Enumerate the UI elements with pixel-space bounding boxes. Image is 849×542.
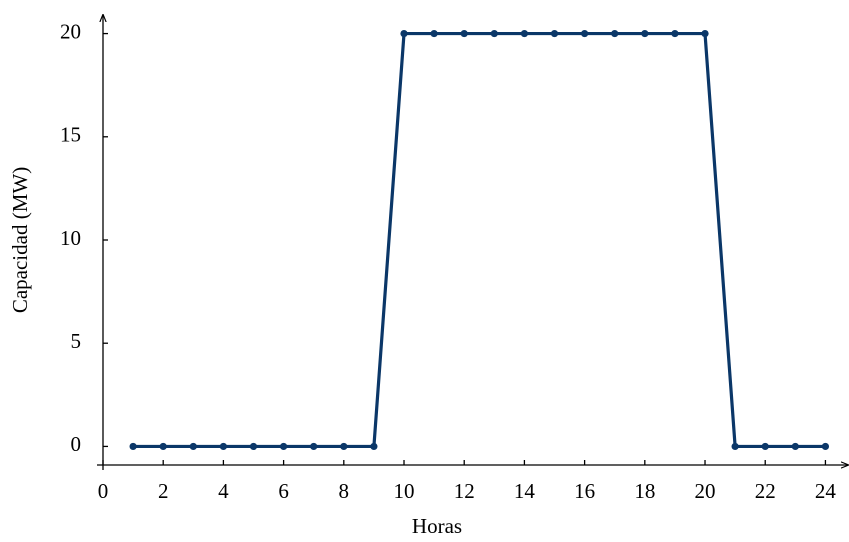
y-tick-label: 0 xyxy=(71,432,82,456)
data-point xyxy=(430,29,438,38)
x-tick-label: 8 xyxy=(339,479,350,503)
data-point xyxy=(219,442,228,451)
y-tick-label: 10 xyxy=(60,226,81,250)
x-tick-label: 14 xyxy=(514,479,536,503)
data-point xyxy=(490,29,498,38)
data-point xyxy=(761,442,769,451)
x-tick-label: 24 xyxy=(815,479,837,503)
data-point xyxy=(791,442,799,451)
data-point xyxy=(400,29,408,38)
data-point xyxy=(581,29,589,38)
y-tick-label: 20 xyxy=(60,19,81,43)
data-point xyxy=(550,29,559,38)
data-point xyxy=(641,29,649,38)
x-tick-label: 20 xyxy=(695,479,716,503)
x-tick-label: 4 xyxy=(218,479,229,503)
data-point xyxy=(249,442,258,451)
data-point xyxy=(611,29,619,38)
x-tick-label: 18 xyxy=(634,479,655,503)
data-point xyxy=(340,442,348,451)
y-tick-label: 5 xyxy=(71,329,82,353)
x-tick-label: 2 xyxy=(158,479,169,503)
data-point xyxy=(671,29,679,38)
data-point xyxy=(310,442,318,451)
y-axis-label: Capacidad (MW) xyxy=(8,167,32,313)
x-tick-label: 16 xyxy=(574,479,595,503)
data-point xyxy=(460,29,468,38)
x-tick-label: 12 xyxy=(454,479,475,503)
data-point xyxy=(159,442,167,451)
y-tick-label: 15 xyxy=(60,123,81,147)
data-point xyxy=(280,442,288,451)
x-axis-label: Horas xyxy=(412,514,462,538)
series-line xyxy=(133,31,826,449)
data-point xyxy=(731,442,739,451)
x-tick-label: 22 xyxy=(755,479,776,503)
data-point xyxy=(129,442,137,451)
x-tick-label: 6 xyxy=(278,479,289,503)
data-point xyxy=(370,442,378,451)
data-point xyxy=(701,29,709,38)
data-point xyxy=(821,442,830,451)
data-point xyxy=(189,442,197,451)
x-tick-label: 0 xyxy=(98,479,109,503)
x-tick-label: 10 xyxy=(394,479,415,503)
data-point xyxy=(520,29,529,38)
